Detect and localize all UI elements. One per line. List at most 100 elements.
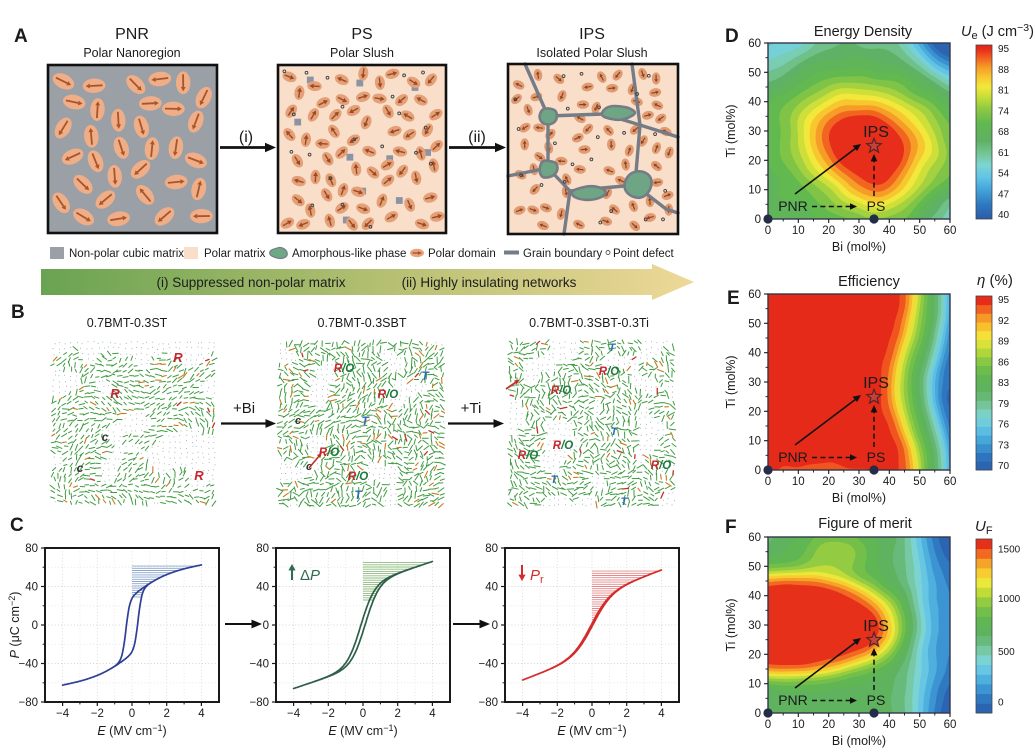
svg-text:0: 0 (998, 698, 1004, 709)
svg-text:PS: PS (867, 449, 886, 465)
svg-text:PS: PS (867, 692, 886, 708)
svg-text:IPS: IPS (863, 124, 889, 141)
svg-text:c: c (295, 415, 301, 427)
svg-text:PNR: PNR (778, 449, 808, 465)
svg-text:T: T (361, 414, 370, 428)
svg-text:40: 40 (883, 476, 896, 488)
svg-text:10: 10 (748, 436, 761, 448)
svg-text:60: 60 (748, 532, 761, 544)
svg-text:Ti (mol%): Ti (mol%) (724, 104, 738, 157)
svg-text:10: 10 (748, 679, 761, 691)
svg-text:80: 80 (25, 543, 38, 555)
svg-text:60: 60 (748, 38, 761, 50)
svg-text:R: R (194, 468, 204, 483)
svg-text:T: T (551, 474, 559, 486)
svg-text:(ii) Highly insulating network: (ii) Highly insulating networks (402, 275, 577, 290)
svg-text:2: 2 (163, 708, 169, 720)
svg-text:R: R (173, 350, 183, 365)
svg-text:η (%): η (%) (977, 272, 1013, 289)
svg-text:50: 50 (913, 476, 926, 488)
svg-text:2: 2 (394, 708, 400, 720)
svg-text:40: 40 (883, 719, 896, 731)
svg-text:A: A (14, 26, 28, 47)
svg-text:Bi (mol%): Bi (mol%) (832, 491, 886, 505)
svg-text:(i): (i) (239, 129, 253, 146)
svg-text:R/O: R/O (334, 363, 355, 375)
svg-text:+Ti: +Ti (461, 400, 482, 417)
svg-text:40: 40 (748, 591, 761, 603)
svg-text:95: 95 (998, 295, 1010, 306)
svg-text:81: 81 (998, 86, 1010, 97)
svg-text:0: 0 (263, 620, 269, 632)
svg-text:T: T (611, 426, 619, 438)
svg-text:PS: PS (867, 198, 886, 214)
svg-text:E (MV cm−1): E (MV cm−1) (557, 723, 626, 738)
svg-text:PS: PS (351, 26, 372, 43)
svg-text:40: 40 (748, 348, 761, 360)
svg-text:54: 54 (998, 169, 1010, 180)
svg-text:IPS: IPS (863, 618, 889, 635)
svg-text:40: 40 (25, 582, 38, 594)
svg-text:83: 83 (998, 378, 1010, 389)
svg-text:86: 86 (998, 357, 1010, 368)
svg-text:0.7BMT-0.3ST: 0.7BMT-0.3ST (87, 316, 168, 330)
svg-text:40: 40 (998, 210, 1010, 221)
svg-text:−2: −2 (322, 708, 335, 720)
svg-text:0: 0 (765, 476, 771, 488)
svg-text:20: 20 (748, 155, 761, 167)
svg-text:Polar Nanoregion: Polar Nanoregion (83, 46, 180, 60)
svg-text:c: c (77, 461, 84, 475)
svg-text:68: 68 (998, 127, 1010, 138)
svg-text:0: 0 (129, 708, 135, 720)
svg-text:−40: −40 (478, 659, 498, 671)
svg-text:R/O: R/O (319, 447, 340, 459)
svg-text:88: 88 (998, 65, 1010, 76)
svg-text:0: 0 (589, 708, 595, 720)
svg-text:0: 0 (360, 708, 366, 720)
svg-text:(i) Suppressed non-polar matri: (i) Suppressed non-polar matrix (156, 275, 345, 290)
svg-text:IPS: IPS (863, 375, 889, 392)
svg-text:E: E (727, 288, 740, 309)
svg-text:Grain boundary: Grain boundary (523, 248, 603, 260)
svg-text:Isolated Polar Slush: Isolated Polar Slush (536, 46, 647, 60)
svg-text:95: 95 (998, 44, 1010, 55)
svg-text:PNR: PNR (778, 198, 808, 214)
svg-text:500: 500 (998, 647, 1015, 658)
svg-text:Polar Slush: Polar Slush (330, 46, 394, 60)
svg-text:c: c (102, 430, 109, 444)
svg-text:20: 20 (748, 649, 761, 661)
svg-text:0: 0 (765, 225, 771, 237)
svg-text:10: 10 (792, 225, 805, 237)
svg-text:−80: −80 (478, 697, 498, 709)
svg-text:−4: −4 (516, 708, 530, 720)
svg-text:IPS: IPS (579, 26, 605, 43)
svg-text:UF: UF (975, 518, 993, 537)
svg-text:10: 10 (748, 185, 761, 197)
svg-text:0: 0 (492, 620, 498, 632)
svg-text:R/O: R/O (599, 366, 620, 378)
svg-text:0.7BMT-0.3SBT: 0.7BMT-0.3SBT (318, 316, 407, 330)
svg-text:0.7BMT-0.3SBT-0.3Ti: 0.7BMT-0.3SBT-0.3Ti (529, 316, 649, 330)
svg-text:80: 80 (485, 543, 498, 555)
svg-text:0: 0 (755, 708, 761, 720)
svg-text:92: 92 (998, 316, 1010, 327)
svg-text:Non-polar cubic matrix: Non-polar cubic matrix (69, 248, 184, 260)
svg-text:T: T (609, 342, 617, 354)
svg-text:−4: −4 (56, 708, 70, 720)
svg-text:4: 4 (198, 708, 205, 720)
svg-text:70: 70 (998, 461, 1010, 472)
svg-text:T: T (621, 496, 629, 508)
svg-text:R/O: R/O (551, 385, 572, 397)
svg-text:R/O: R/O (378, 389, 399, 401)
svg-text:89: 89 (998, 337, 1010, 348)
svg-text:R/O: R/O (651, 460, 672, 472)
svg-text:Amorphous-like phase: Amorphous-like phase (292, 248, 406, 260)
svg-text:50: 50 (748, 67, 761, 79)
svg-text:61: 61 (998, 148, 1010, 159)
svg-text:40: 40 (883, 225, 896, 237)
svg-text:−80: −80 (249, 697, 269, 709)
svg-text:Ti (mol%): Ti (mol%) (724, 355, 738, 408)
svg-text:50: 50 (913, 225, 926, 237)
svg-text:C: C (10, 515, 24, 536)
svg-text:50: 50 (748, 318, 761, 330)
